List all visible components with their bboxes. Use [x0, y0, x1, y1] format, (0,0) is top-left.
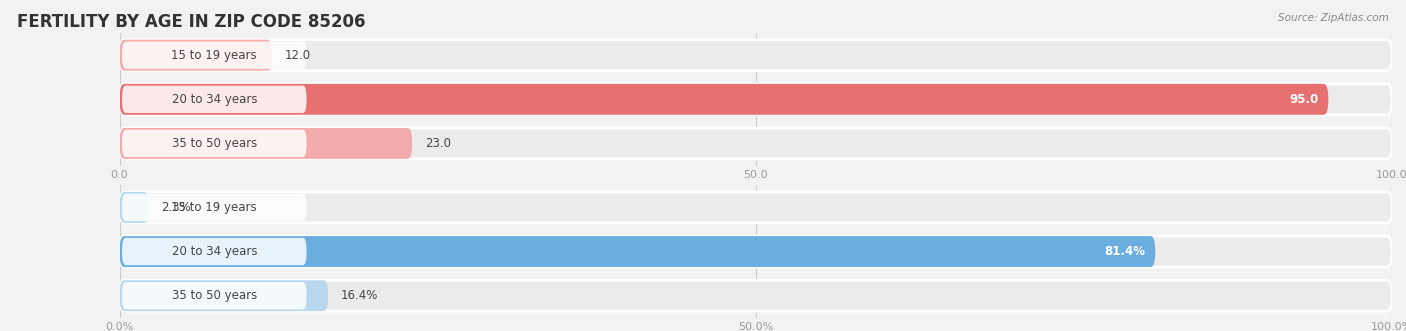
FancyBboxPatch shape: [120, 192, 149, 223]
FancyBboxPatch shape: [120, 84, 1329, 115]
FancyBboxPatch shape: [120, 40, 273, 71]
Text: 35 to 50 years: 35 to 50 years: [172, 137, 257, 150]
Text: 12.0: 12.0: [285, 49, 311, 62]
FancyBboxPatch shape: [120, 236, 1392, 267]
FancyBboxPatch shape: [120, 84, 1392, 115]
FancyBboxPatch shape: [120, 40, 1392, 71]
Text: 20 to 34 years: 20 to 34 years: [172, 93, 257, 106]
FancyBboxPatch shape: [120, 280, 328, 311]
FancyBboxPatch shape: [122, 194, 307, 221]
FancyBboxPatch shape: [122, 86, 307, 113]
Text: 15 to 19 years: 15 to 19 years: [172, 49, 257, 62]
Text: FERTILITY BY AGE IN ZIP CODE 85206: FERTILITY BY AGE IN ZIP CODE 85206: [17, 13, 366, 31]
FancyBboxPatch shape: [120, 128, 1392, 159]
Text: 35 to 50 years: 35 to 50 years: [172, 289, 257, 302]
FancyBboxPatch shape: [122, 41, 307, 69]
Text: Source: ZipAtlas.com: Source: ZipAtlas.com: [1278, 13, 1389, 23]
FancyBboxPatch shape: [120, 128, 412, 159]
Text: 20 to 34 years: 20 to 34 years: [172, 245, 257, 258]
FancyBboxPatch shape: [122, 238, 307, 265]
Text: 81.4%: 81.4%: [1104, 245, 1144, 258]
FancyBboxPatch shape: [122, 282, 307, 309]
Text: 15 to 19 years: 15 to 19 years: [172, 201, 257, 214]
Text: 95.0: 95.0: [1289, 93, 1319, 106]
FancyBboxPatch shape: [120, 236, 1156, 267]
Text: 16.4%: 16.4%: [340, 289, 378, 302]
FancyBboxPatch shape: [120, 192, 1392, 223]
FancyBboxPatch shape: [122, 130, 307, 157]
Text: 23.0: 23.0: [425, 137, 451, 150]
FancyBboxPatch shape: [120, 280, 1392, 311]
Text: 2.3%: 2.3%: [162, 201, 191, 214]
